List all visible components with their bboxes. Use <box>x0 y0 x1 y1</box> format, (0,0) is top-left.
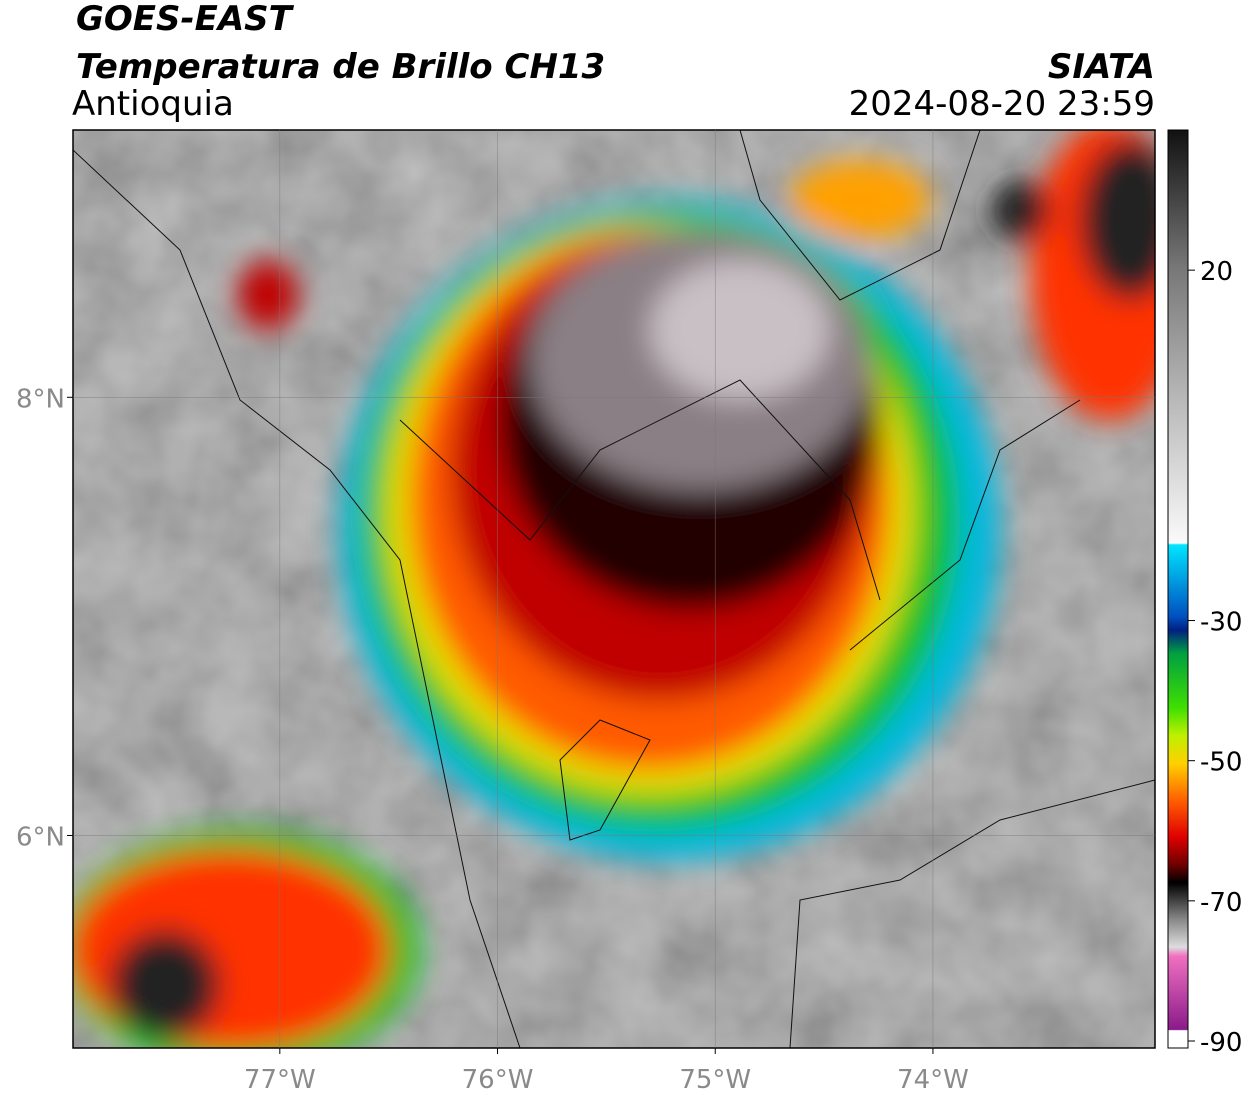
lon-tick-label: 77°W <box>244 1065 316 1095</box>
lon-tick-label: 75°W <box>679 1065 751 1095</box>
satellite-image <box>73 130 1155 1048</box>
colorbar-tick-label: -50 <box>1200 748 1242 778</box>
colorbar-tick-label: -70 <box>1200 888 1242 918</box>
lat-tick-label: 6°N <box>16 822 65 852</box>
lat-tick-label: 8°N <box>16 384 65 414</box>
lon-tick-label: 76°W <box>462 1065 534 1095</box>
header: GOES-EAST Temperatura de Brillo CH13 Ant… <box>72 0 1155 124</box>
map-frame <box>72 129 1156 1049</box>
datetime: 2024-08-20 23:59 <box>849 84 1155 124</box>
product: Temperatura de Brillo CH13 <box>76 47 605 87</box>
colorbar-tick-label: 20 <box>1200 257 1233 287</box>
lon-tick-label: 74°W <box>897 1065 969 1095</box>
colorbar-tick-label: -90 <box>1200 1028 1242 1058</box>
source: SIATA <box>1048 47 1155 87</box>
region: Antioquia <box>72 84 234 124</box>
colorbar-tick-label: -30 <box>1200 608 1242 638</box>
colorbar <box>1167 129 1189 1049</box>
satellite: GOES-EAST <box>76 0 295 39</box>
